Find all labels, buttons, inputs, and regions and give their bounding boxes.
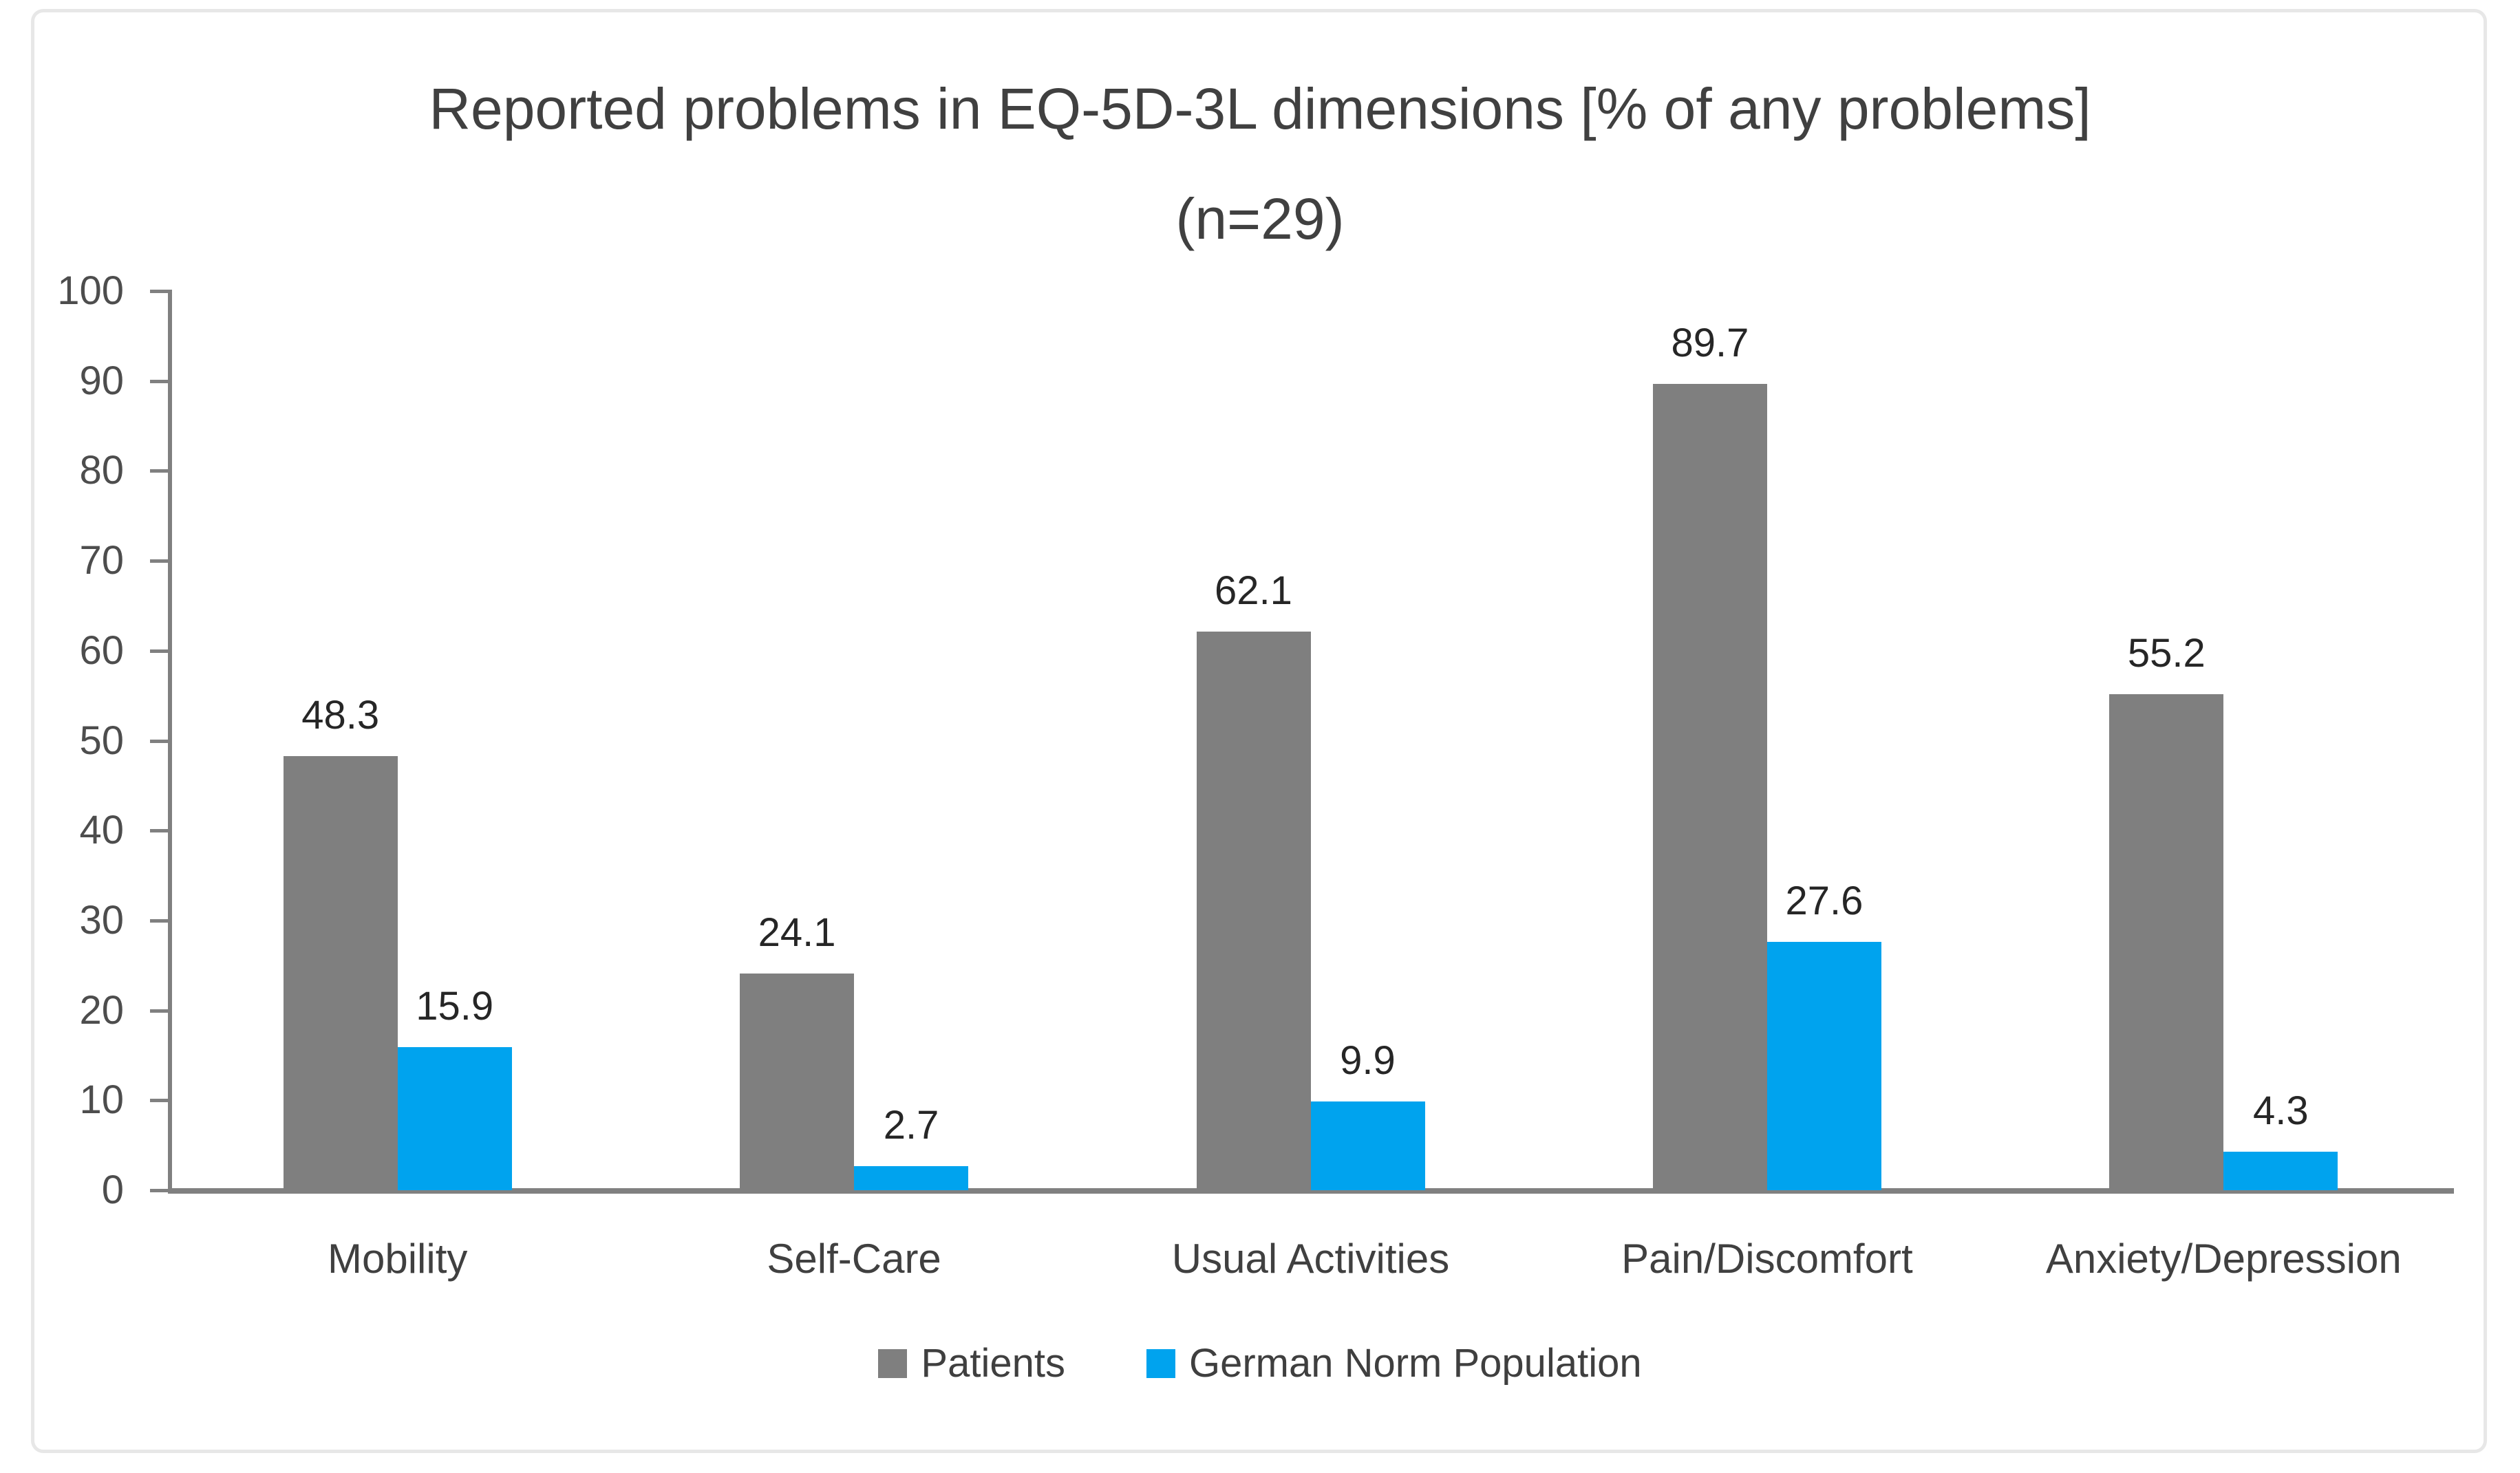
category-label-anxiety-depression: Anxiety/Depression <box>2045 1236 2402 1282</box>
legend-item-german-norm-population: German Norm Population <box>1146 1340 1642 1386</box>
category-label-pain-discomfort: Pain/Discomfort <box>1621 1236 1913 1282</box>
data-label-german-norm-population-pain-discomfort: 27.6 <box>1785 879 1864 924</box>
bar-patients-pain-discomfort <box>1652 383 1767 1190</box>
data-label-german-norm-population-self-care: 2.7 <box>883 1102 939 1148</box>
figure-border <box>31 9 2487 1453</box>
data-label-patients-anxiety-depression: 55.2 <box>2127 630 2206 676</box>
legend-item-patients: Patients <box>878 1340 1065 1386</box>
x-axis-line <box>168 1188 2454 1194</box>
bar-patients-mobility <box>283 755 398 1190</box>
y-tick-label-100: 100 <box>57 268 124 313</box>
legend-swatch-patients <box>878 1348 908 1378</box>
bar-patients-usual-activities <box>1196 632 1311 1190</box>
y-tick-mark-70 <box>150 559 169 563</box>
bar-german-norm-population-mobility <box>397 1047 512 1190</box>
y-tick-label-80: 80 <box>79 448 124 493</box>
bar-german-norm-population-anxiety-depression <box>2223 1151 2338 1190</box>
data-label-german-norm-population-mobility: 15.9 <box>416 984 494 1029</box>
y-tick-label-30: 30 <box>79 897 124 943</box>
legend-swatch-german-norm-population <box>1146 1348 1175 1378</box>
data-label-german-norm-population-anxiety-depression: 4.3 <box>2252 1088 2309 1133</box>
y-tick-label-10: 10 <box>79 1077 124 1123</box>
y-axis-line <box>168 290 172 1192</box>
bar-patients-anxiety-depression <box>2109 694 2224 1190</box>
y-tick-mark-100 <box>150 290 169 293</box>
y-tick-mark-20 <box>150 1009 169 1013</box>
y-tick-mark-10 <box>150 1099 169 1103</box>
data-label-patients-mobility: 48.3 <box>301 692 380 738</box>
bar-german-norm-population-usual-activities <box>1310 1101 1425 1190</box>
data-label-patients-self-care: 24.1 <box>758 910 836 955</box>
chart-title-line2: (n=29) <box>1175 186 1345 251</box>
y-tick-label-0: 0 <box>101 1168 124 1212</box>
data-label-patients-pain-discomfort: 89.7 <box>1671 320 1749 365</box>
category-label-self-care: Self-Care <box>767 1236 941 1282</box>
y-tick-label-40: 40 <box>79 808 124 853</box>
y-tick-label-50: 50 <box>79 718 124 763</box>
category-label-mobility: Mobility <box>327 1236 468 1282</box>
legend: Patients German Norm Population <box>0 1340 2520 1386</box>
data-label-german-norm-population-usual-activities: 9.9 <box>1340 1037 1396 1083</box>
y-tick-mark-90 <box>150 379 169 383</box>
y-tick-label-90: 90 <box>79 358 124 403</box>
chart-title-line1: Reported problems in EQ-5D-3L dimensions… <box>429 76 2091 141</box>
bar-patients-self-care <box>740 974 855 1190</box>
category-label-usual-activities: Usual Activities <box>1171 1236 1450 1282</box>
y-tick-label-70: 70 <box>79 538 124 583</box>
y-tick-mark-40 <box>150 829 169 833</box>
y-tick-mark-0 <box>150 1189 169 1192</box>
legend-label-patients: Patients <box>921 1341 1065 1386</box>
chart-title: Reported problems in EQ-5D-3L dimensions… <box>0 54 2520 274</box>
y-tick-label-60: 60 <box>79 627 124 673</box>
y-tick-mark-30 <box>150 918 169 923</box>
data-label-patients-usual-activities: 62.1 <box>1215 568 1292 614</box>
bar-german-norm-population-self-care <box>854 1165 969 1190</box>
y-tick-mark-80 <box>150 469 169 473</box>
bar-german-norm-population-pain-discomfort <box>1766 942 1881 1190</box>
legend-label-german-norm-population: German Norm Population <box>1188 1341 1642 1386</box>
y-tick-mark-50 <box>150 739 169 743</box>
y-tick-label-20: 20 <box>79 987 124 1033</box>
y-tick-mark-60 <box>150 649 169 653</box>
